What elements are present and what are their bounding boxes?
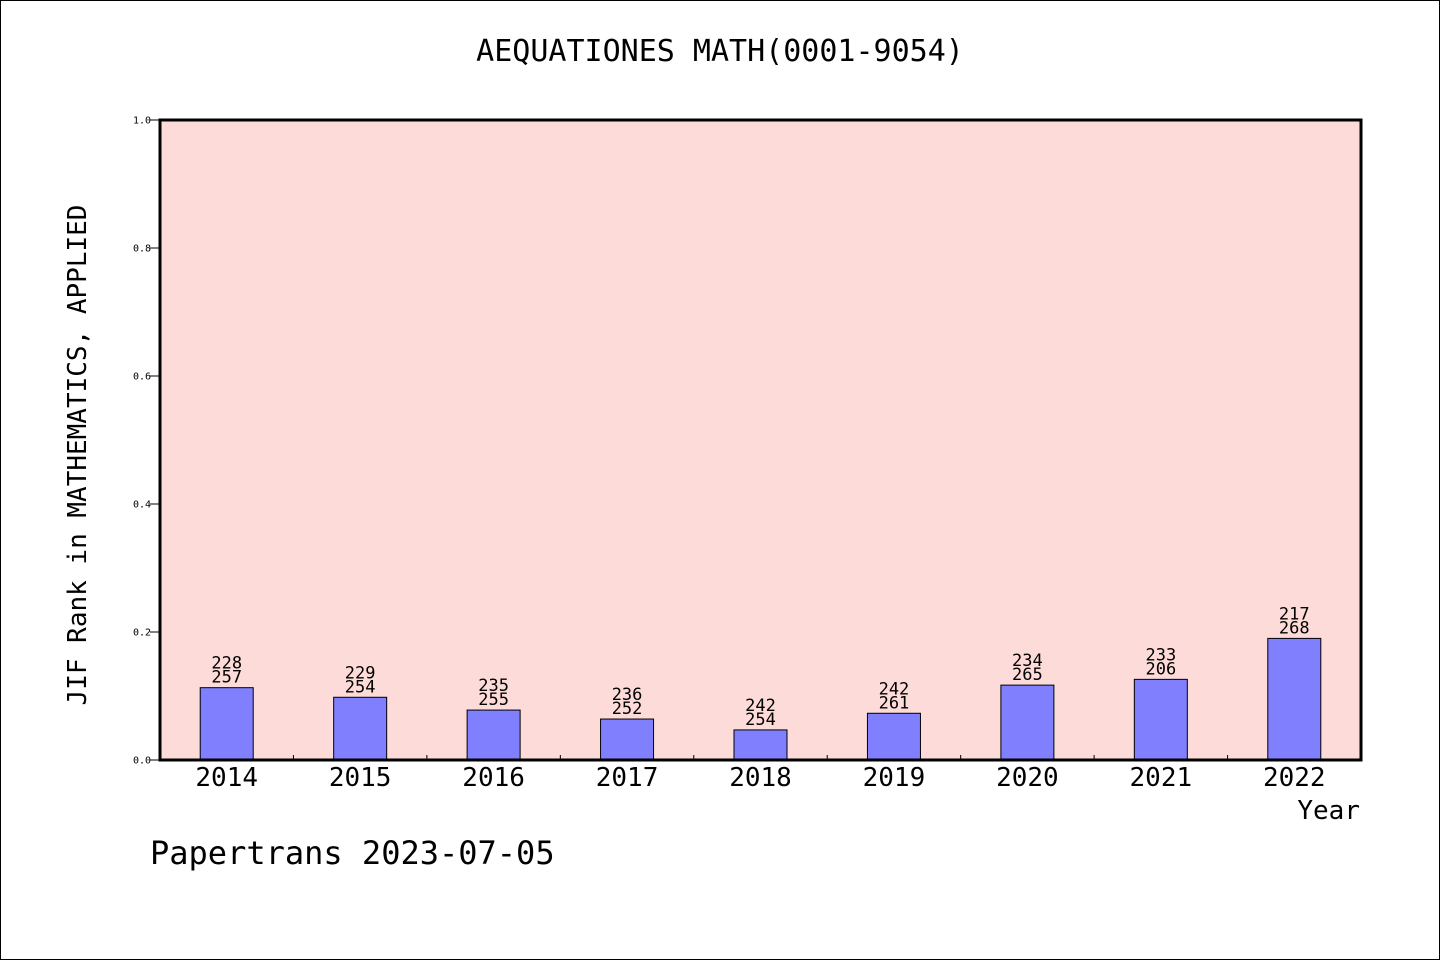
rank-label-2019: 242: [879, 679, 910, 699]
x-tick-label-2018: 2018: [729, 763, 792, 793]
x-tick-label-2016: 2016: [462, 763, 525, 793]
bar-2017: [600, 718, 655, 761]
total-label-2017: 252: [612, 699, 643, 719]
total-label-2019: 261: [879, 693, 910, 713]
plot-background: [160, 120, 1361, 760]
bar-2016: [466, 709, 521, 761]
bar-2014: [199, 687, 254, 761]
x-tick-label-2020: 2020: [996, 763, 1059, 793]
x-tick-label-2017: 2017: [596, 763, 659, 793]
y-tick-label: 0.6: [133, 372, 151, 383]
rank-label-2017: 236: [612, 685, 643, 705]
footer-note: Papertrans 2023-07-05: [150, 834, 555, 872]
rank-label-2014: 228: [211, 654, 242, 674]
total-label-2021: 206: [1145, 659, 1176, 679]
x-tick-label-2022: 2022: [1263, 763, 1326, 793]
x-tick-label-2019: 2019: [863, 763, 926, 793]
total-label-2022: 268: [1279, 618, 1310, 638]
bar-2020: [1000, 684, 1055, 761]
total-label-2015: 254: [345, 677, 376, 697]
x-tick-label-2014: 2014: [195, 763, 258, 793]
rank-label-2018: 242: [745, 696, 776, 716]
x-axis-label: Year: [1297, 796, 1360, 826]
bar-2018: [733, 729, 788, 761]
rank-label-2015: 229: [345, 663, 376, 683]
total-label-2016: 255: [478, 690, 509, 710]
y-tick-label: 1.0: [133, 116, 151, 127]
plot-border: [158, 118, 1363, 762]
rank-label-2022: 217: [1279, 604, 1310, 624]
bar-2021: [1133, 678, 1188, 761]
chart-title: AEQUATIONES MATH(0001-9054): [476, 34, 964, 69]
y-tick-label: 0.4: [133, 500, 151, 511]
total-label-2014: 257: [211, 668, 242, 688]
rank-label-2020: 234: [1012, 651, 1043, 671]
y-tick-label: 0.8: [133, 244, 151, 255]
bar-2019: [866, 712, 921, 761]
x-tick-label-2015: 2015: [329, 763, 392, 793]
y-tick-label: 0.2: [133, 628, 151, 639]
x-tick-label-2021: 2021: [1130, 763, 1193, 793]
y-tick-label: 0.0: [133, 756, 151, 767]
total-label-2020: 265: [1012, 665, 1043, 685]
rank-label-2021: 233: [1145, 645, 1176, 665]
bar-2022: [1267, 637, 1322, 761]
total-label-2018: 254: [745, 710, 776, 730]
rank-label-2016: 235: [478, 676, 509, 696]
bar-2015: [333, 696, 388, 761]
